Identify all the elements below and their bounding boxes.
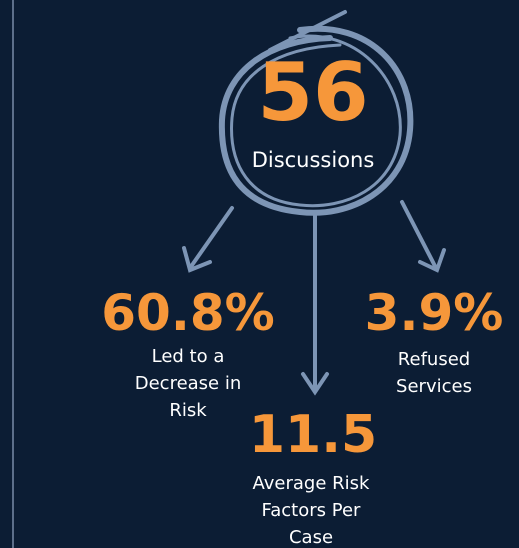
stat-value: 3.9%	[365, 284, 504, 342]
stat-label: Refused	[398, 349, 470, 370]
stat-label: Factors Per	[262, 500, 361, 521]
stat-label: Risk	[169, 400, 207, 421]
stat-label: Average Risk	[253, 473, 371, 494]
stat-label: Decrease in	[135, 373, 242, 394]
stat-label: Case	[289, 527, 333, 548]
stat-value: 11.5	[249, 405, 377, 465]
arrows	[182, 200, 446, 396]
stat-label: Services	[396, 376, 472, 397]
scribble-circle	[218, 10, 414, 216]
headline-label: Discussions	[252, 148, 375, 172]
stat-value: 60.8%	[101, 284, 274, 342]
headline-value: 56	[257, 46, 368, 139]
stat-label: Led to a	[152, 346, 225, 367]
